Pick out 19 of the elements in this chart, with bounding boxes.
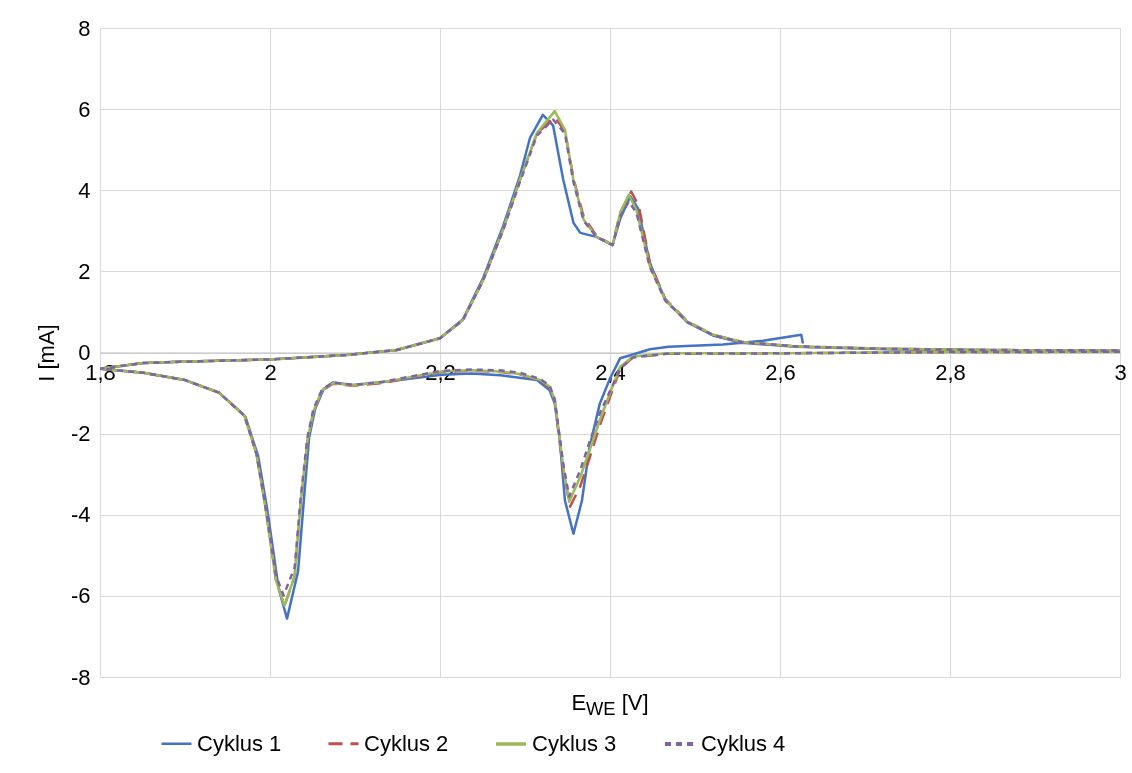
legend-label: Cyklus 2 [364, 730, 449, 756]
legend-label: Cyklus 4 [701, 731, 786, 756]
x-tick-label: 2 [264, 360, 277, 385]
y-axis-title: I [mA] [33, 324, 59, 382]
y-tick-label: 2 [78, 258, 91, 284]
y-tick-label: 0 [78, 340, 91, 365]
y-tick-label: -8 [70, 664, 91, 690]
y-tick-label: 8 [78, 15, 91, 41]
y-tick-label: -4 [70, 502, 91, 528]
y-tick-label: 4 [78, 177, 91, 203]
x-tick-label: 3 [1114, 360, 1127, 385]
legend-label: Cyklus 3 [532, 731, 617, 756]
y-tick-label: -6 [70, 583, 91, 609]
x-tick-label: 2,8 [935, 360, 966, 385]
legend-label: Cyklus 1 [197, 730, 282, 756]
x-axis-title: E$_{WE}$ [V] [570, 690, 650, 721]
x-tick-label: 2,6 [765, 360, 796, 385]
y-tick-label: -2 [70, 421, 91, 447]
y-tick-label: 6 [78, 96, 91, 122]
